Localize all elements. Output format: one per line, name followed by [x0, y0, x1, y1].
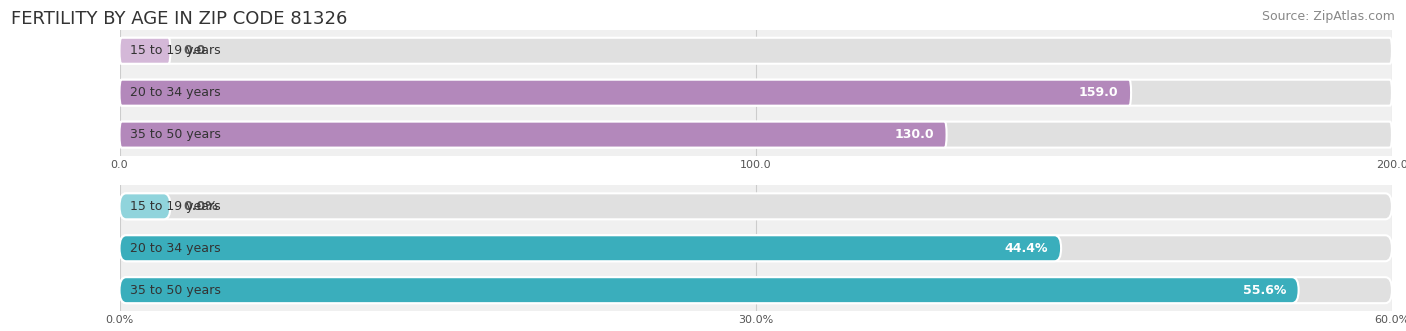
FancyBboxPatch shape [120, 193, 1392, 219]
FancyBboxPatch shape [120, 38, 1392, 64]
Text: 35 to 50 years: 35 to 50 years [129, 128, 221, 141]
Text: FERTILITY BY AGE IN ZIP CODE 81326: FERTILITY BY AGE IN ZIP CODE 81326 [11, 10, 347, 28]
Text: 130.0: 130.0 [894, 128, 934, 141]
FancyBboxPatch shape [120, 235, 1392, 261]
Text: 35 to 50 years: 35 to 50 years [129, 284, 221, 297]
FancyBboxPatch shape [120, 235, 1062, 261]
FancyBboxPatch shape [120, 277, 1299, 303]
Text: 0.0: 0.0 [183, 44, 205, 57]
Text: 0.0%: 0.0% [183, 200, 218, 213]
FancyBboxPatch shape [120, 80, 1130, 106]
FancyBboxPatch shape [120, 277, 1392, 303]
Text: 159.0: 159.0 [1078, 86, 1118, 99]
FancyBboxPatch shape [120, 80, 1392, 106]
Text: 15 to 19 years: 15 to 19 years [129, 200, 221, 213]
Text: 55.6%: 55.6% [1243, 284, 1286, 297]
FancyBboxPatch shape [120, 121, 1392, 148]
FancyBboxPatch shape [120, 121, 946, 148]
Text: 20 to 34 years: 20 to 34 years [129, 242, 221, 255]
FancyBboxPatch shape [120, 193, 170, 219]
Text: Source: ZipAtlas.com: Source: ZipAtlas.com [1261, 10, 1395, 23]
Text: 44.4%: 44.4% [1005, 242, 1049, 255]
Text: 20 to 34 years: 20 to 34 years [129, 86, 221, 99]
Text: 15 to 19 years: 15 to 19 years [129, 44, 221, 57]
FancyBboxPatch shape [120, 38, 170, 64]
